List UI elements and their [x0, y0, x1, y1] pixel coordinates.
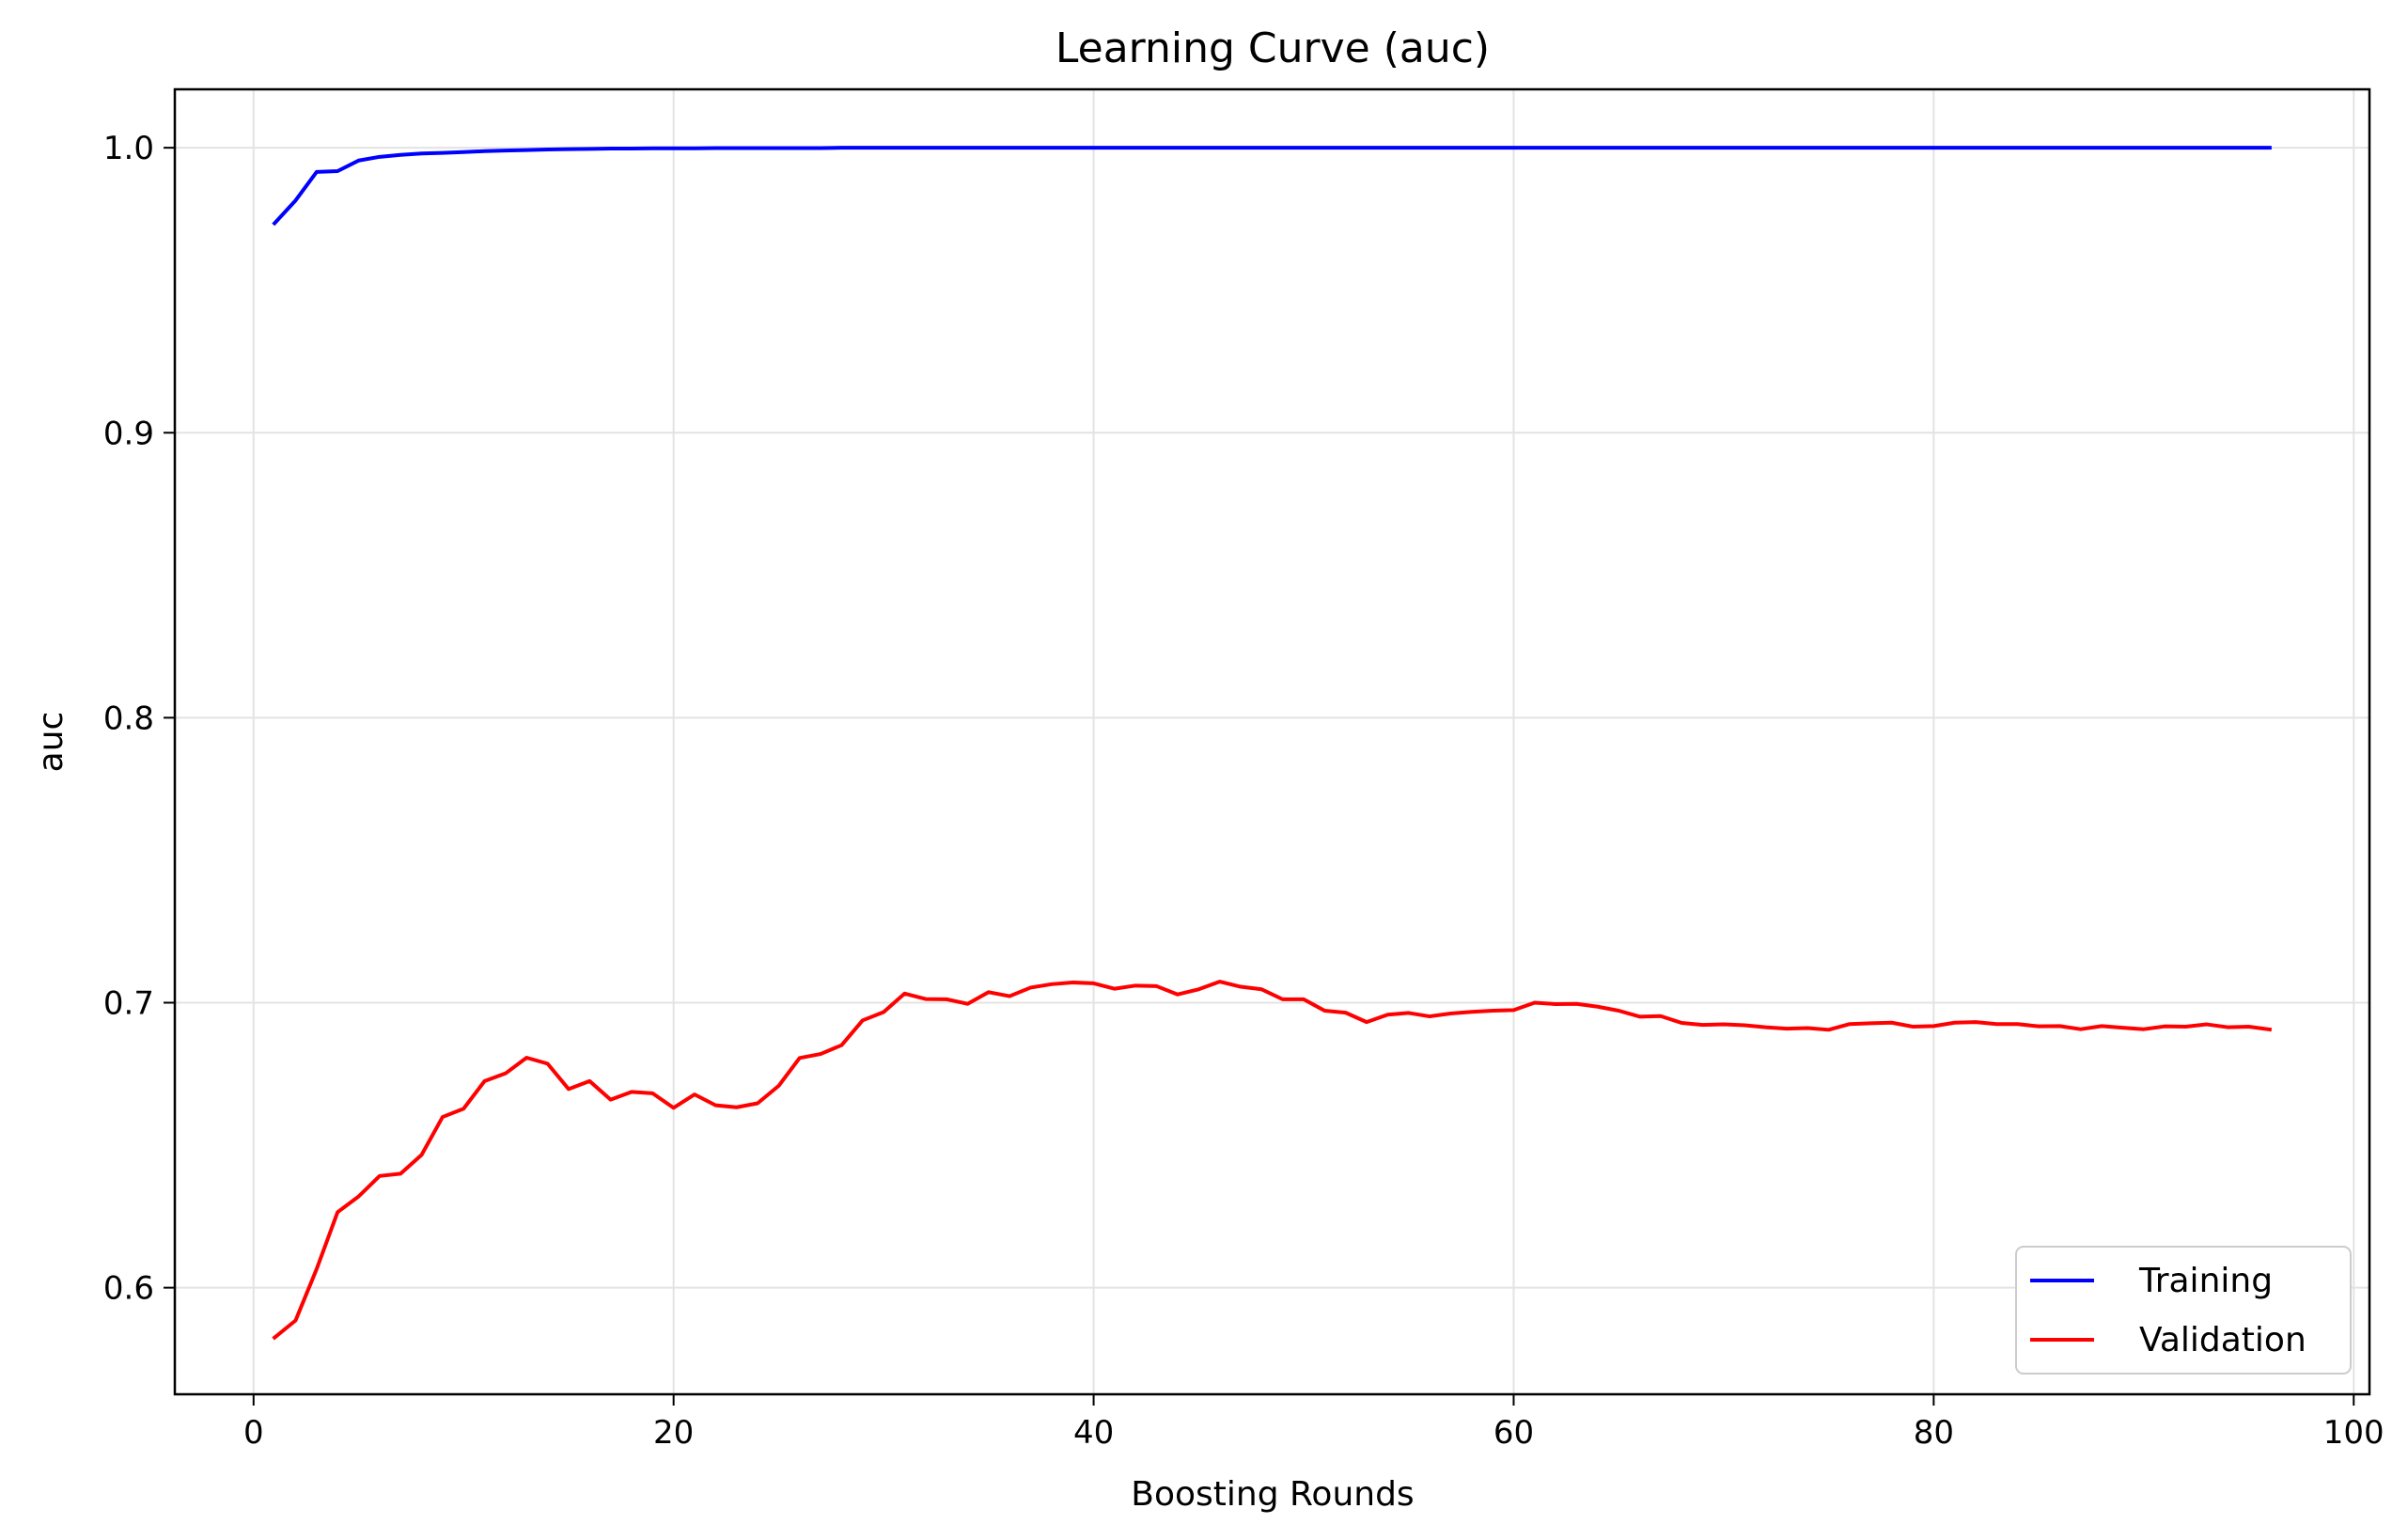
x-tick-label: 100 [2323, 1414, 2385, 1452]
y-tick-label: 0.9 [103, 415, 154, 452]
y-tick-label: 1.0 [103, 130, 154, 167]
x-tick-label: 20 [653, 1414, 694, 1452]
plot-frame [173, 87, 2371, 1396]
y-tick-label: 0.7 [103, 985, 154, 1023]
series-line-training [272, 146, 2272, 227]
y-tick-label: 0.6 [103, 1270, 154, 1308]
chart-title: Learning Curve (auc) [1055, 24, 1490, 72]
series-line-validation [272, 980, 2273, 1341]
legend: Training Validation [2015, 1246, 2352, 1375]
x-tick-label: 60 [1493, 1414, 1534, 1452]
x-tick-label: 40 [1073, 1414, 1114, 1452]
legend-box [2015, 1246, 2352, 1375]
y-axis-label: auc [32, 712, 70, 773]
series-lines [272, 146, 2273, 1341]
legend-label-validation: Validation [2139, 1321, 2306, 1359]
grid-lines [175, 89, 2369, 1394]
y-tick-label: 0.8 [103, 699, 154, 737]
x-tick-label: 80 [1914, 1414, 1954, 1452]
legend-label-training: Training [2138, 1262, 2273, 1300]
axis-ticks: 0 20 40 60 80 100 0.6 0.7 0.8 0.9 1.0 [103, 130, 2385, 1452]
x-axis-label: Boosting Rounds [1131, 1475, 1414, 1514]
x-tick-label: 0 [243, 1414, 264, 1452]
